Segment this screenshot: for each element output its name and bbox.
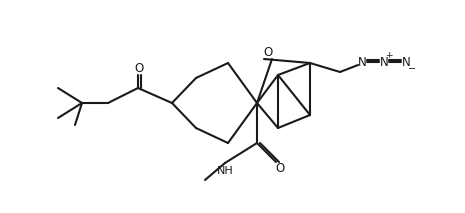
Text: NH: NH	[217, 166, 233, 176]
Text: N: N	[358, 56, 366, 69]
Text: +: +	[385, 50, 393, 59]
Text: −: −	[408, 64, 416, 74]
Text: N: N	[379, 56, 388, 69]
Text: O: O	[275, 161, 285, 174]
Text: O: O	[134, 62, 144, 75]
Text: O: O	[263, 46, 272, 59]
Text: N: N	[402, 56, 411, 69]
